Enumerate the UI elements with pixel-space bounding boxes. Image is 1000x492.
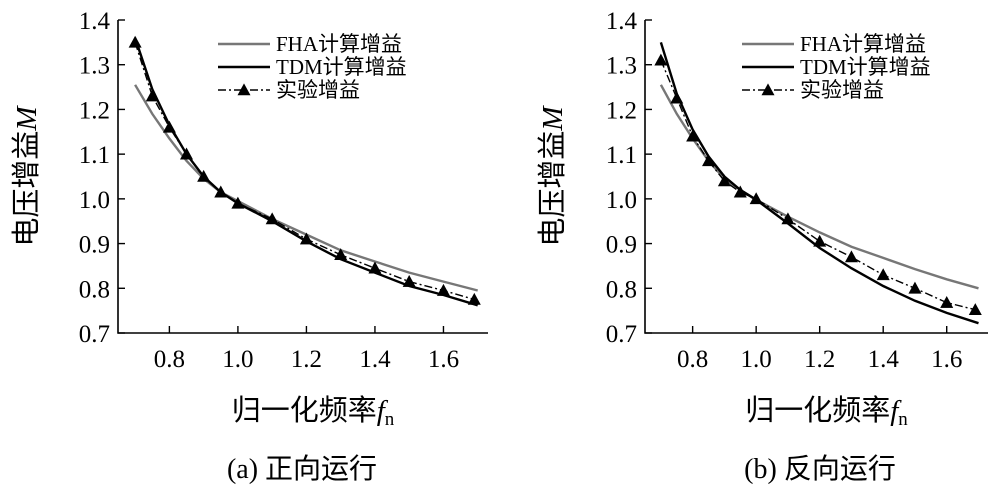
x-tick-label: 1.6 — [428, 346, 459, 373]
data-point — [128, 35, 142, 48]
x-tick-label: 1.2 — [291, 346, 322, 373]
y-tick-label: 0.7 — [79, 321, 110, 348]
data-point — [197, 169, 211, 182]
y-tick-label: 0.8 — [79, 276, 110, 303]
y-tick-label: 1.3 — [606, 53, 637, 80]
legend-marker — [761, 83, 775, 96]
y-tick-label: 1.4 — [79, 8, 111, 35]
data-point — [299, 232, 313, 245]
series-line — [659, 84, 979, 290]
data-point — [214, 185, 228, 198]
data-point — [733, 185, 747, 198]
data-point — [968, 303, 982, 316]
y-tick-label: 1.1 — [79, 142, 110, 169]
y-tick-label: 1.3 — [79, 53, 110, 80]
x-axis-title: 归一化频率fn — [745, 393, 908, 430]
data-point — [908, 281, 922, 294]
data-point — [402, 274, 416, 287]
legend-marker — [237, 83, 251, 96]
data-point — [368, 261, 382, 274]
legend-label: FHA计算增益 — [800, 32, 926, 56]
y-tick-label: 0.7 — [606, 321, 637, 348]
data-point — [781, 212, 795, 225]
data-point — [876, 268, 890, 281]
legend-label: 实验增益 — [276, 78, 360, 102]
y-tick-label: 1.2 — [79, 97, 110, 124]
legend-label: TDM计算增益 — [800, 55, 931, 79]
data-point — [654, 53, 668, 66]
data-point — [940, 295, 954, 308]
x-tick-label: 1.4 — [359, 346, 391, 373]
series-line — [134, 84, 479, 292]
data-point — [844, 250, 858, 263]
y-tick-label: 1.0 — [79, 187, 110, 214]
y-tick-label: 1.2 — [606, 97, 637, 124]
data-point — [670, 91, 684, 104]
data-point — [162, 120, 176, 133]
panel-b: 0.7 0.8 0.9 1.0 1.1 1.2 1.3 1.4 0.8 1.0 1.2 1.4 1.6 电… — [535, 8, 988, 485]
data-point — [334, 248, 348, 261]
y-tick-label: 0.8 — [606, 276, 637, 303]
data-point — [436, 283, 450, 296]
y-tick-label: 1.1 — [606, 142, 637, 169]
x-tick-label: 0.8 — [677, 346, 708, 373]
data-point — [717, 174, 731, 187]
y-axis-title: 电压增益M — [535, 105, 569, 247]
panel-a: 0.7 0.8 0.9 1.0 1.1 1.2 1.3 1.4 0.8 1.0 1.2 1.4 1.6 电… — [9, 8, 488, 485]
legend-label: FHA计算增益 — [276, 32, 402, 56]
x-tick-label: 1.6 — [931, 346, 962, 373]
x-tick-label: 1.4 — [868, 346, 900, 373]
data-point — [702, 154, 716, 167]
data-point — [231, 196, 245, 209]
data-point — [145, 89, 159, 102]
data-point — [265, 212, 279, 225]
panel-caption: (a) 正向运行 — [227, 453, 377, 485]
series-line — [659, 42, 979, 325]
data-point — [686, 129, 700, 142]
x-axis-title: 归一化频率fn — [232, 393, 395, 430]
y-tick-label: 1.4 — [606, 8, 638, 35]
x-tick-label: 0.8 — [154, 346, 185, 373]
data-point — [467, 292, 481, 305]
y-tick-label: 1.0 — [606, 187, 637, 214]
y-tick-label: 0.9 — [606, 232, 637, 259]
data-point — [749, 192, 763, 205]
x-tick-label: 1.2 — [804, 346, 835, 373]
data-point — [180, 147, 194, 160]
data-point — [813, 234, 827, 247]
x-tick-label: 1.0 — [741, 346, 772, 373]
legend-label: TDM计算增益 — [276, 55, 407, 79]
y-tick-label: 0.9 — [79, 232, 110, 259]
x-tick-label: 1.0 — [222, 346, 253, 373]
legend-label: 实验增益 — [800, 78, 884, 102]
panel-caption: (b) 反向运行 — [744, 453, 896, 485]
y-axis-title: 电压增益M — [9, 105, 43, 247]
